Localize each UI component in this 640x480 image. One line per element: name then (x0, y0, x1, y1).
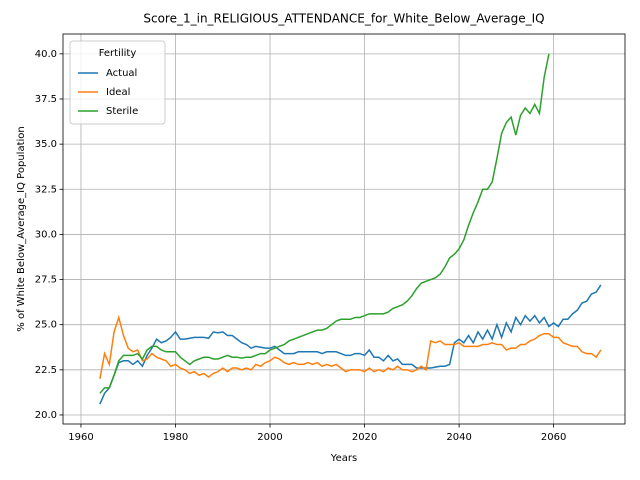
data-line (99, 314, 602, 379)
x-tick-label: 2000 (257, 432, 282, 443)
legend-title: Fertility (99, 48, 137, 59)
y-tick-label: 35.0 (35, 139, 57, 150)
legend-label: Actual (106, 68, 137, 79)
x-tick-label: 2020 (352, 432, 377, 443)
y-axis-label: % of White Below_Average_IQ Population (16, 126, 27, 331)
legend-label: Sterile (106, 106, 138, 117)
x-tick-label: 1980 (163, 432, 188, 443)
y-tick-label: 32.5 (35, 184, 57, 195)
y-tick-label: 27.5 (35, 275, 57, 286)
x-tick-label: 2060 (541, 432, 566, 443)
data-line (99, 284, 602, 405)
y-tick-label: 20.0 (35, 410, 57, 421)
plot-frame (62, 33, 626, 425)
legend-box (69, 40, 166, 125)
y-tick-label: 40.0 (35, 49, 57, 60)
y-tick-label: 25.0 (35, 320, 57, 331)
legend-label: Ideal (106, 87, 130, 98)
y-tick-label: 37.5 (35, 94, 57, 105)
x-tick-label: 2040 (446, 432, 471, 443)
y-tick-label: 22.5 (35, 365, 57, 376)
chart-title: Score_1_in_RELIGIOUS_ATTENDANCE_for_Whit… (143, 12, 544, 26)
data-line (99, 53, 550, 394)
x-axis-label: Years (330, 453, 357, 464)
legend: Fertility Actual Ideal Sterile (69, 40, 166, 125)
x-tick-label: 1960 (68, 432, 93, 443)
y-tick-label: 30.0 (35, 229, 57, 240)
